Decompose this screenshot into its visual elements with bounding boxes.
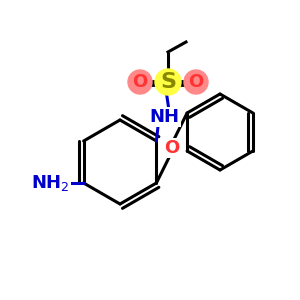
Text: O: O (132, 73, 148, 91)
Text: NH: NH (149, 108, 179, 126)
Text: O: O (164, 139, 179, 157)
Circle shape (128, 70, 152, 94)
Circle shape (184, 70, 208, 94)
Circle shape (155, 69, 181, 95)
Text: O: O (188, 73, 204, 91)
Text: S: S (160, 72, 176, 92)
Text: NH$_2$: NH$_2$ (31, 173, 70, 193)
